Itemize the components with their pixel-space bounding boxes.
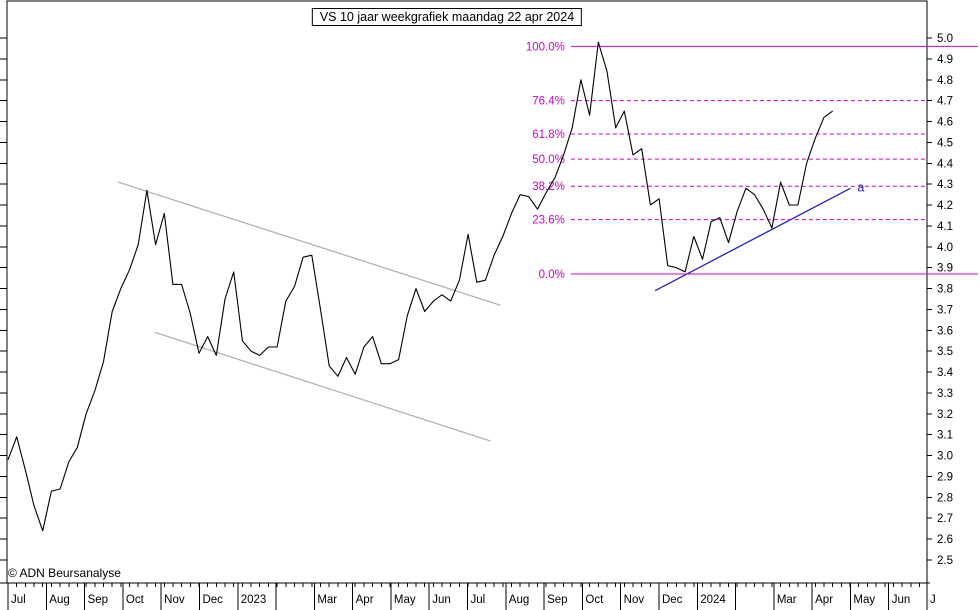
month-label: Mar <box>777 594 797 606</box>
month-label: Oct <box>585 594 604 606</box>
y-axis-label: 4.3 <box>937 179 953 191</box>
y-axis-label: 4.6 <box>937 117 953 129</box>
y-axis-label: 3.0 <box>937 451 953 463</box>
y-axis-label: 3.8 <box>937 284 953 296</box>
month-label: Aug <box>49 594 69 606</box>
y-axis-label: 3.3 <box>937 388 953 400</box>
y-axis-label: 3.7 <box>937 304 953 316</box>
y-axis-label: 2.5 <box>937 555 953 567</box>
month-label: Sep <box>547 594 567 606</box>
y-axis-label: 2.9 <box>937 471 953 483</box>
month-label: Jun <box>432 594 451 606</box>
month-label: J <box>930 594 936 606</box>
y-axis-label: 4.4 <box>937 158 954 170</box>
fib-label-236: 23.6% <box>532 215 565 227</box>
month-label: Dec <box>202 594 223 606</box>
y-axis-label: 3.5 <box>937 346 953 358</box>
fib-label-00: 0.0% <box>539 269 565 281</box>
month-label: Jun <box>892 594 911 606</box>
trendline-support-a <box>654 187 851 292</box>
price-line <box>7 41 834 532</box>
month-label: Nov <box>624 594 645 606</box>
y-axis-label: 3.2 <box>937 409 953 421</box>
y-axis-label: 4.1 <box>937 221 953 233</box>
y-axis-label: 4.0 <box>937 242 953 254</box>
month-label: 2023 <box>241 594 267 606</box>
fib-label-764: 76.4% <box>532 96 565 108</box>
trendline-channel-lower <box>154 331 491 442</box>
y-axis-label: 5.0 <box>937 33 953 45</box>
month-label: Sep <box>88 594 108 606</box>
month-label: 2024 <box>700 594 726 606</box>
y-axis-label: 2.6 <box>937 534 953 546</box>
fib-label-1000: 100.0% <box>526 41 565 53</box>
fib-label-382: 38.2% <box>532 181 565 193</box>
month-label: May <box>394 594 416 606</box>
month-label: Jul <box>11 594 26 606</box>
y-axis-label: 4.8 <box>937 75 953 87</box>
y-axis-label: 3.1 <box>937 430 953 442</box>
fib-label-618: 61.8% <box>532 129 565 141</box>
y-axis-label: 2.8 <box>937 492 953 504</box>
y-axis-label: 3.6 <box>937 325 953 337</box>
month-label: Jul <box>471 594 486 606</box>
y-axis-label: 2.7 <box>937 513 953 525</box>
month-label: Apr <box>815 594 833 606</box>
month-label: Mar <box>317 594 337 606</box>
fib-label-500: 50.0% <box>532 154 565 166</box>
y-axis-label: 4.9 <box>937 54 953 66</box>
plot-border <box>6 0 928 584</box>
y-axis-label: 4.5 <box>937 137 953 149</box>
month-label: May <box>853 594 875 606</box>
trendline-channel-upper <box>118 181 501 306</box>
month-label: Dec <box>662 594 683 606</box>
chart-title: VS 10 jaar weekgrafiek maandag 22 apr 20… <box>311 8 583 26</box>
copyright-label: © ADN Beursanalyse <box>8 566 121 580</box>
month-label: Apr <box>356 594 374 606</box>
y-axis-label: 4.7 <box>937 96 953 108</box>
y-axis-label: 3.9 <box>937 263 953 275</box>
trendline-label-support-a: a <box>857 180 864 194</box>
month-label: Aug <box>509 594 529 606</box>
month-label: Oct <box>126 594 145 606</box>
y-axis-label: 4.2 <box>937 200 953 212</box>
y-axis-label: 3.4 <box>937 367 954 379</box>
month-label: Nov <box>164 594 185 606</box>
